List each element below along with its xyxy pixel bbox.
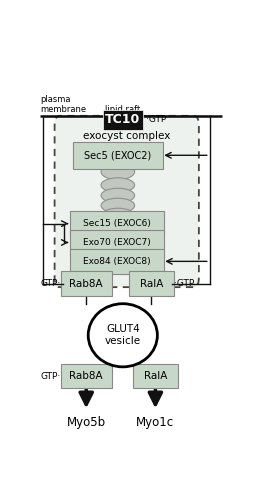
FancyBboxPatch shape — [54, 116, 198, 287]
Ellipse shape — [101, 178, 134, 192]
Text: Rab8A: Rab8A — [69, 371, 103, 381]
FancyBboxPatch shape — [129, 272, 173, 296]
FancyBboxPatch shape — [61, 272, 111, 296]
FancyBboxPatch shape — [103, 110, 142, 130]
Text: GTP·: GTP· — [40, 372, 60, 380]
Text: RalA: RalA — [143, 371, 166, 381]
FancyBboxPatch shape — [70, 249, 163, 274]
Ellipse shape — [101, 198, 134, 213]
Text: Myo1c: Myo1c — [136, 416, 174, 429]
Ellipse shape — [101, 188, 134, 203]
Text: Myo5b: Myo5b — [66, 416, 105, 429]
Ellipse shape — [101, 208, 134, 223]
Text: exocyst complex: exocyst complex — [83, 131, 170, 141]
Text: ·GTP: ·GTP — [146, 115, 166, 124]
FancyBboxPatch shape — [70, 230, 163, 255]
Text: GLUT4
vesicle: GLUT4 vesicle — [104, 324, 140, 346]
Text: Exo84 (EXOC8): Exo84 (EXOC8) — [83, 257, 150, 266]
Ellipse shape — [88, 304, 157, 367]
Text: lipid raft: lipid raft — [105, 105, 140, 114]
Text: GTP·: GTP· — [40, 279, 60, 288]
FancyBboxPatch shape — [133, 364, 177, 388]
FancyBboxPatch shape — [70, 212, 163, 236]
Text: Sec5 (EXOC2): Sec5 (EXOC2) — [84, 150, 151, 160]
Text: ·GTP: ·GTP — [173, 279, 194, 288]
Text: Sec15 (EXOC6): Sec15 (EXOC6) — [83, 219, 150, 228]
Text: Exo70 (EXOC7): Exo70 (EXOC7) — [83, 238, 150, 247]
FancyBboxPatch shape — [72, 142, 162, 169]
FancyBboxPatch shape — [61, 364, 111, 388]
Text: TC10: TC10 — [105, 113, 140, 126]
Text: RalA: RalA — [139, 278, 163, 288]
Text: plasma
membrane: plasma membrane — [40, 94, 86, 114]
Text: Rab8A: Rab8A — [69, 278, 103, 288]
Ellipse shape — [101, 164, 134, 180]
